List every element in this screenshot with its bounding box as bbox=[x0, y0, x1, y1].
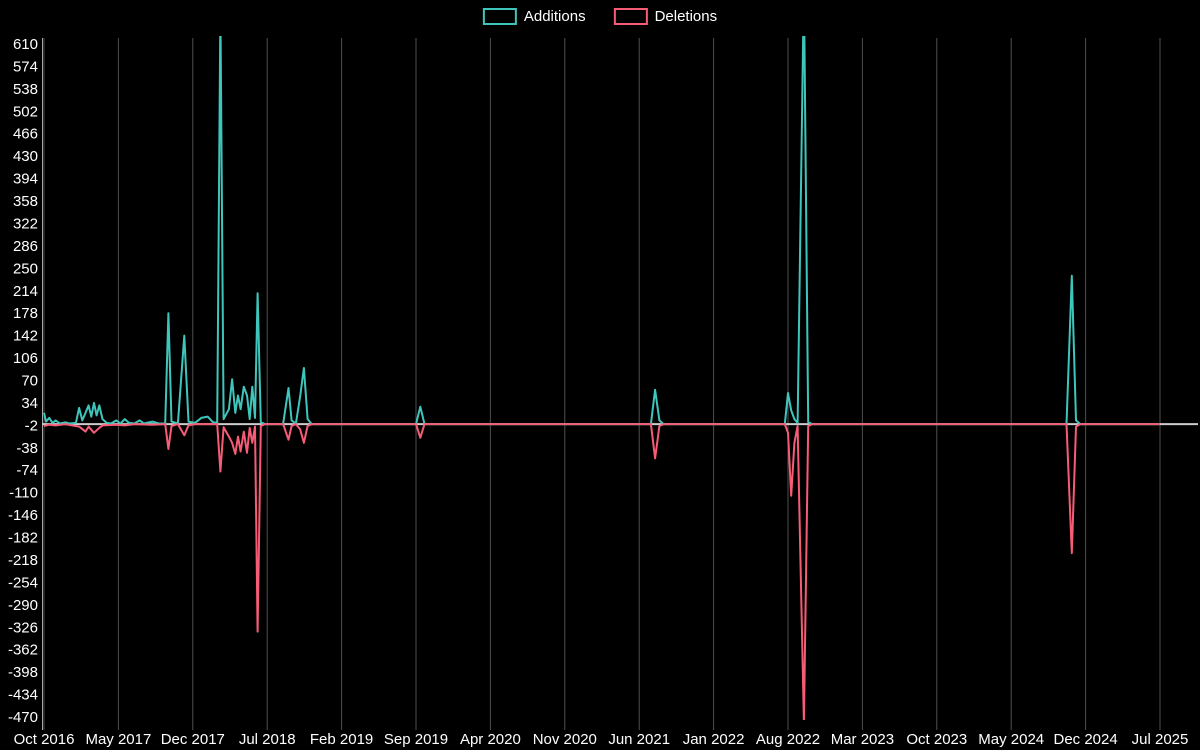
y-tick-label: -146 bbox=[8, 507, 38, 524]
y-tick-label: 610 bbox=[13, 36, 38, 53]
y-axis-tick-labels: 610 574 538 502 466 430 394 358 322 286 250 214 178 1… bbox=[8, 36, 38, 726]
x-tick-label: Jul 2018 bbox=[239, 731, 296, 748]
y-tick-label: 34 bbox=[21, 395, 38, 412]
y-tick-label: 358 bbox=[13, 193, 38, 210]
x-tick-label: May 2017 bbox=[85, 731, 151, 748]
y-tick-label: -218 bbox=[8, 552, 38, 569]
series-line-deletions bbox=[43, 423, 1160, 720]
y-tick-label: 538 bbox=[13, 81, 38, 98]
y-tick-label: -326 bbox=[8, 619, 38, 636]
y-tick-label: 430 bbox=[13, 148, 38, 165]
x-tick-label: Sep 2019 bbox=[384, 731, 448, 748]
y-tick-label: 394 bbox=[13, 171, 38, 188]
y-tick-label: -74 bbox=[16, 462, 38, 479]
y-tick-label: -434 bbox=[8, 687, 38, 704]
legend-item-deletions: Deletions bbox=[613, 8, 718, 25]
legend-label-additions: Additions bbox=[523, 8, 586, 25]
x-tick-label: Mar 2023 bbox=[831, 731, 894, 748]
x-tick-label: Feb 2019 bbox=[310, 731, 373, 748]
vertical-gridlines bbox=[43, 38, 1161, 730]
x-tick-label: Apr 2020 bbox=[460, 731, 521, 748]
y-tick-label: -290 bbox=[8, 597, 38, 614]
y-tick-label: -362 bbox=[8, 642, 38, 659]
y-tick-label: 322 bbox=[13, 215, 38, 232]
y-tick-label: 214 bbox=[13, 283, 38, 300]
y-tick-label: 286 bbox=[13, 238, 38, 255]
y-tick-label: -398 bbox=[8, 664, 38, 681]
x-tick-label: May 2024 bbox=[978, 731, 1044, 748]
x-axis-tick-labels: Oct 2016 May 2017 Dec 2017 Jul 2018 Feb 2019… bbox=[14, 731, 1189, 748]
x-tick-label: Jan 2022 bbox=[683, 731, 745, 748]
series-line-additions bbox=[43, 36, 1160, 426]
y-tick-label: 142 bbox=[13, 328, 38, 345]
y-tick-label: 466 bbox=[13, 126, 38, 143]
y-tick-label: 70 bbox=[21, 373, 38, 390]
legend-swatch-deletions bbox=[613, 8, 648, 25]
legend-swatch-additions bbox=[482, 8, 517, 25]
x-tick-label: Jun 2021 bbox=[608, 731, 670, 748]
y-tick-label: -182 bbox=[8, 530, 38, 547]
x-tick-label: Oct 2016 bbox=[14, 731, 75, 748]
x-tick-label: Dec 2017 bbox=[161, 731, 225, 748]
y-tick-label: -2 bbox=[25, 417, 38, 434]
x-tick-label: Dec 2024 bbox=[1053, 731, 1117, 748]
y-tick-label: 574 bbox=[13, 58, 38, 75]
x-tick-label: Oct 2023 bbox=[906, 731, 967, 748]
y-tick-label: 106 bbox=[13, 350, 38, 367]
y-tick-label: 178 bbox=[13, 305, 38, 322]
y-tick-label: -254 bbox=[8, 574, 38, 591]
chart-legend: Additions Deletions bbox=[482, 8, 718, 25]
y-tick-label: -38 bbox=[16, 440, 38, 457]
x-tick-label: Aug 2022 bbox=[756, 731, 820, 748]
legend-item-additions: Additions bbox=[482, 8, 586, 25]
y-tick-label: 502 bbox=[13, 103, 38, 120]
x-tick-label: Nov 2020 bbox=[533, 731, 597, 748]
y-tick-label: -470 bbox=[8, 709, 38, 726]
y-tick-label: -110 bbox=[9, 485, 38, 502]
legend-label-deletions: Deletions bbox=[654, 8, 718, 25]
x-tick-label: Jul 2025 bbox=[1132, 731, 1189, 748]
y-tick-label: 250 bbox=[13, 260, 38, 277]
